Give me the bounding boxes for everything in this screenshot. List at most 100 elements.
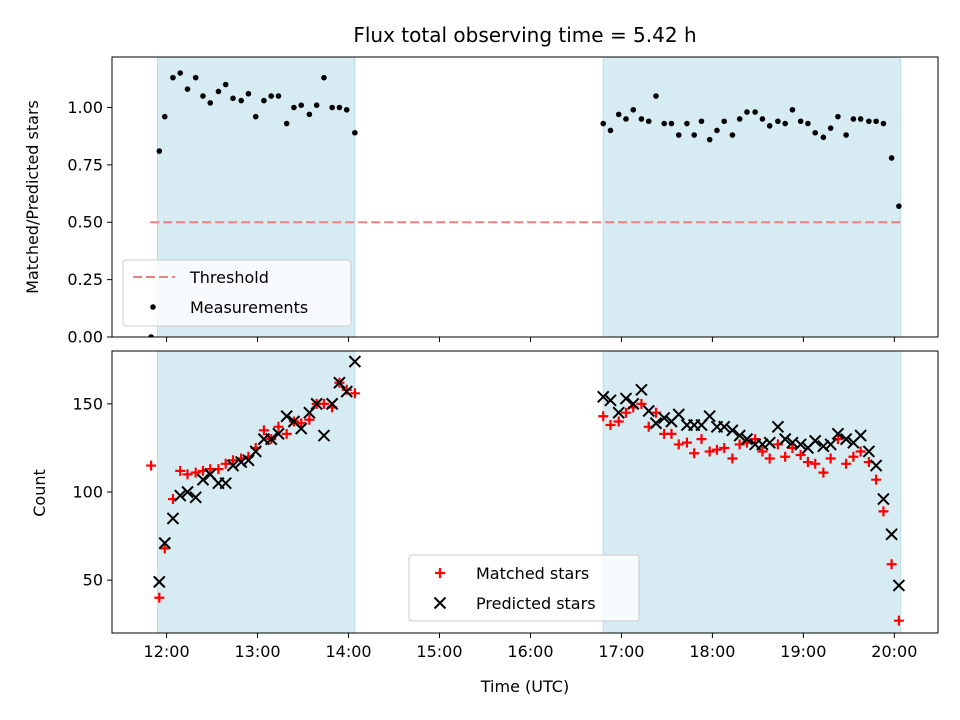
data-point: [170, 74, 176, 81]
data-point: [668, 120, 675, 127]
data-point: [189, 491, 202, 504]
data-point: [313, 102, 320, 108]
data-point: [281, 428, 292, 439]
data-point: [871, 474, 882, 485]
x-tick-label: 19:00: [780, 642, 826, 661]
data-point: [280, 410, 293, 423]
data-point: [835, 113, 841, 120]
data-point: [789, 106, 796, 113]
data-point: [764, 453, 775, 464]
data-point: [222, 81, 229, 88]
data-point: [839, 432, 853, 446]
data-point: [638, 116, 645, 122]
data-point: [703, 410, 716, 423]
data-point: [778, 432, 792, 446]
data-point: [604, 394, 617, 407]
data-point: [666, 428, 677, 439]
plot-area: [146, 351, 906, 633]
x-tick-label: 13:00: [234, 642, 280, 661]
legend-measurements-label: Measurements: [190, 298, 308, 317]
data-point: [649, 417, 663, 430]
data-point: [333, 376, 346, 389]
data-point: [146, 460, 157, 471]
data-point: [291, 104, 297, 111]
data-point: [653, 93, 659, 99]
data-point: [352, 129, 358, 136]
data-point: [729, 132, 736, 138]
data-point: [612, 406, 625, 419]
data-point: [696, 434, 707, 445]
data-point: [795, 449, 806, 460]
data-point: [605, 420, 616, 431]
legend-measurements-swatch: [150, 304, 156, 310]
data-point: [166, 512, 180, 525]
data-point: [275, 93, 282, 99]
data-point: [329, 104, 335, 111]
data-point: [878, 506, 889, 517]
data-point: [820, 134, 827, 141]
data-point: [249, 445, 262, 458]
data-point: [766, 123, 773, 129]
data-point: [740, 432, 754, 446]
data-point: [242, 454, 255, 467]
data-point: [321, 74, 327, 81]
data-point: [744, 109, 750, 115]
data-point: [892, 579, 906, 592]
y-tick-label: 1.00: [67, 98, 103, 117]
data-point: [645, 118, 652, 125]
data-point: [159, 543, 170, 554]
data-point: [258, 425, 269, 436]
data-point: [177, 70, 184, 76]
data-point: [757, 446, 768, 457]
data-point: [808, 434, 822, 448]
data-point: [827, 125, 834, 131]
data-point: [252, 113, 259, 120]
y-tick-label: 0.75: [67, 155, 103, 174]
data-point: [691, 132, 698, 138]
x-axis-label: Time (UTC): [480, 677, 569, 696]
data-point: [215, 88, 222, 95]
legend-top: Threshold Measurements: [122, 259, 352, 327]
data-point: [635, 383, 648, 396]
y-tick-label: 150: [72, 394, 103, 413]
data-point: [684, 120, 690, 127]
data-point: [857, 116, 864, 122]
data-point: [295, 422, 308, 435]
x-tick-label: 17:00: [598, 642, 644, 661]
data-point: [771, 420, 785, 433]
data-point: [340, 385, 353, 398]
data-point: [161, 113, 168, 120]
data-point: [597, 390, 610, 404]
data-point: [780, 451, 791, 462]
data-point: [158, 536, 171, 550]
legend-box: [122, 259, 352, 327]
data-point: [672, 408, 685, 421]
data-point: [704, 446, 715, 457]
axes-frame: [111, 56, 939, 338]
data-point: [154, 592, 165, 603]
data-point: [636, 398, 647, 409]
data-point: [348, 355, 362, 368]
data-point: [721, 118, 728, 125]
data-point: [727, 453, 738, 464]
data-point: [238, 97, 244, 104]
data-point: [763, 436, 776, 449]
data-point: [850, 116, 857, 122]
data-point: [619, 392, 633, 405]
data-point: [273, 421, 284, 432]
data-point: [283, 120, 290, 127]
data-point: [349, 388, 360, 399]
y-tick-label: 0.25: [67, 270, 103, 289]
y-tick-label: 100: [72, 483, 103, 502]
data-point: [681, 437, 692, 448]
data-point: [615, 111, 622, 118]
data-point: [230, 95, 236, 102]
data-point: [675, 132, 682, 138]
data-point: [880, 120, 887, 127]
data-point: [298, 102, 305, 108]
data-point: [843, 132, 849, 138]
data-point: [885, 528, 898, 541]
data-point: [264, 432, 278, 446]
data-point: [726, 424, 739, 437]
